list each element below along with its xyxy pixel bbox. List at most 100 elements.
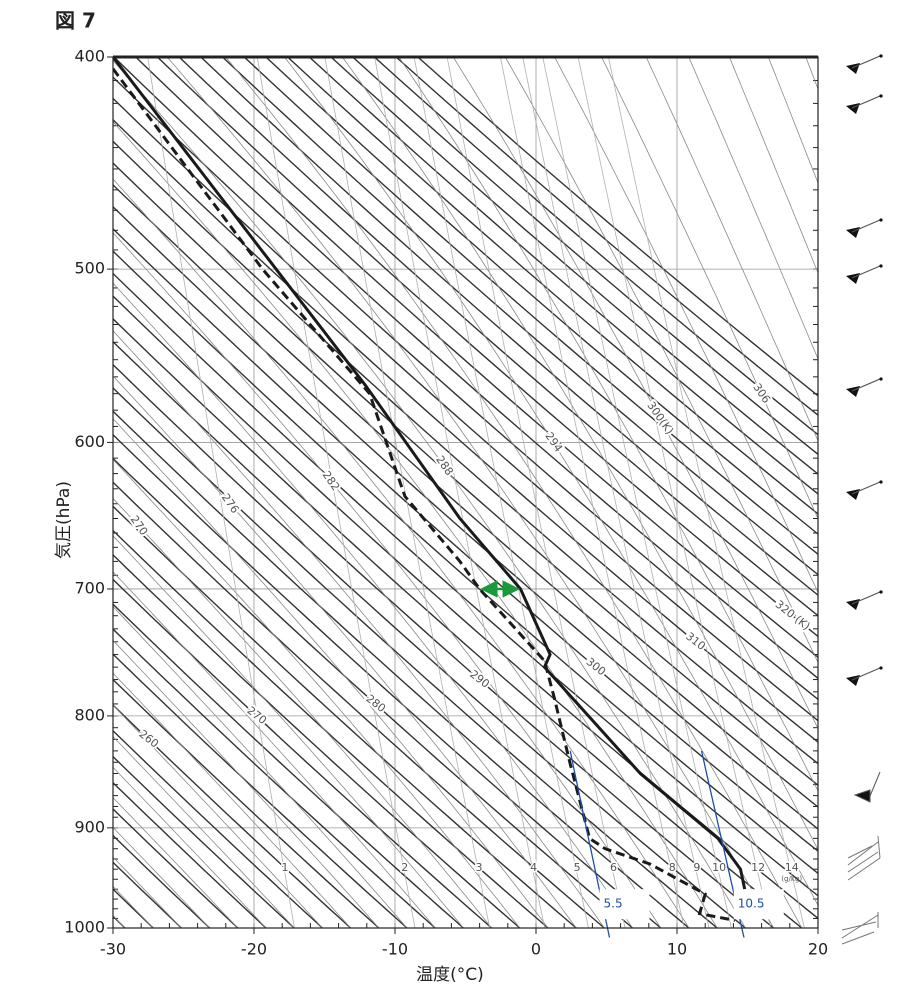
- moist_adiabats-minor: [113, 571, 436, 928]
- moist_adiabats-minor: [113, 458, 521, 928]
- moist_adiabats-minor: [113, 418, 549, 928]
- dry_adiabats-minor: [287, 57, 818, 515]
- moist_adiabat: [113, 232, 662, 928]
- moist_adiabat: [113, 375, 577, 928]
- moist_adiabats-minor: [398, 57, 818, 792]
- mixing-ratio-label: 5: [574, 861, 581, 874]
- moist_adiabats-minor: [877, 57, 915, 928]
- wind-barb: [847, 835, 881, 881]
- dry_adiabats-minor: [113, 97, 818, 722]
- dry_adiabats-minor: [113, 755, 295, 928]
- dry_adiabats-minor: [113, 272, 818, 897]
- wind-barb: [845, 93, 884, 115]
- mixing-ratio-label: 4: [530, 861, 537, 874]
- wind-barb: [845, 217, 884, 239]
- dry_adiabats-minor: [113, 529, 549, 928]
- mixing-ratio-line: [446, 57, 626, 928]
- moist_adiabats-minor: [113, 796, 239, 928]
- wind-barb: [841, 912, 879, 945]
- chart-title: 図 7: [55, 9, 96, 33]
- wind-barb: [845, 53, 884, 75]
- moist_adiabats-minor: [645, 57, 818, 442]
- dry_adiabats-minor: [113, 781, 267, 928]
- x-tick-label: -20: [241, 940, 267, 959]
- dry_adiabats-minor: [113, 481, 605, 928]
- x-axis-label: 温度(°C): [416, 965, 484, 985]
- mixing-ratio-label: 1: [282, 861, 289, 874]
- x-tick-label: 0: [531, 940, 541, 959]
- x-tick-label: -30: [100, 940, 126, 959]
- y-tick-label: 600: [74, 432, 105, 451]
- highlight-label-box: [599, 889, 650, 920]
- dry_adiabats-minor: [135, 57, 818, 659]
- dry_adiabats-minor: [113, 888, 154, 928]
- dry_adiabats-minor: [113, 678, 380, 928]
- moist_adiabats-minor: [0, 57, 97, 928]
- dewpoint-profile: [113, 67, 736, 922]
- moist_adiabats-minor: [113, 885, 154, 928]
- y-tick-label: 1000: [64, 918, 105, 937]
- dry_adiabats-minor: [0, 57, 12, 928]
- y-tick-label: 700: [74, 578, 105, 597]
- dry_adiabats-minor: [373, 57, 818, 436]
- moist_adiabats-minor: [342, 57, 818, 851]
- moist_adiabats-minor: [113, 282, 633, 928]
- dry_adiabats-minor: [265, 57, 818, 535]
- moist_adiabats-minor: [504, 57, 818, 664]
- moist_adiabats-minor: [688, 57, 818, 360]
- dry_adiabats-minor: [113, 57, 818, 680]
- mixing-ratio-line: [577, 57, 771, 928]
- highlight-label-box: [733, 889, 784, 920]
- x-tick-label: 10: [667, 940, 687, 959]
- mixing-ratio-line: [522, 57, 710, 928]
- mixing-ratio-line: [324, 57, 491, 928]
- mixing-ratio-label: 9: [693, 861, 700, 874]
- dry_adiabats-minor: [330, 57, 818, 475]
- moist_adiabat: [452, 57, 818, 730]
- dry_adiabats-minor: [113, 76, 818, 701]
- highlight-label: 5.5: [604, 896, 623, 910]
- wind-barb: [845, 479, 884, 501]
- moist_adiabats-minor: [113, 535, 464, 928]
- dry_adiabats-minor: [243, 57, 818, 556]
- dry_adiabats-minor: [352, 57, 818, 456]
- moist_adiabats-minor: [113, 672, 351, 928]
- y-tick-label: 400: [74, 47, 105, 66]
- x-tick-label: 20: [808, 940, 828, 959]
- moist_adiabat: [284, 57, 818, 907]
- dry_adiabats-minor: [222, 57, 818, 576]
- dry_adiabat-label: 320 (K): [773, 598, 813, 633]
- dry_adiabats-minor: [200, 57, 818, 596]
- moist_adiabats-minor: [113, 606, 408, 928]
- y-tick-label: 800: [74, 705, 105, 724]
- dry_adiabats-minor: [113, 653, 408, 928]
- mixing-ratio-label: 8: [669, 861, 676, 874]
- moist_adiabats-minor: [729, 57, 818, 274]
- mixing-ratio-line: [608, 57, 805, 928]
- dry_adiabat: [113, 457, 634, 928]
- moist_adiabats-minor: [0, 57, 12, 928]
- wind-barb: [845, 263, 884, 285]
- dry_adiabats-minor: [0, 57, 97, 928]
- wind-barb: [845, 589, 884, 611]
- highlight-label: 10.5: [738, 896, 765, 910]
- moist_adiabats-minor: [554, 57, 818, 594]
- dry_adiabats-minor: [113, 386, 718, 928]
- dry_adiabats-minor: [113, 603, 464, 928]
- moist_adiabat: [113, 59, 746, 928]
- mixing-ratio-line: [374, 57, 546, 928]
- dry_adiabats-minor: [113, 729, 323, 928]
- dry_adiabats-minor: [113, 183, 818, 808]
- mixing-ratio-label: 3: [476, 861, 483, 874]
- dry_adiabats-minor: [113, 162, 818, 787]
- plot-area: [0, 57, 915, 928]
- mixing-ratio-unit: (g/kg): [781, 875, 802, 883]
- dry_adiabats-minor: [113, 250, 818, 875]
- moist_adiabat: [113, 497, 492, 928]
- y-tick-label: 500: [74, 259, 105, 278]
- dry_adiabats-minor: [113, 505, 577, 928]
- temperature-profile: [113, 57, 747, 890]
- mixing-ratio-label: 2: [401, 861, 408, 874]
- dry_adiabats-minor: [113, 140, 818, 765]
